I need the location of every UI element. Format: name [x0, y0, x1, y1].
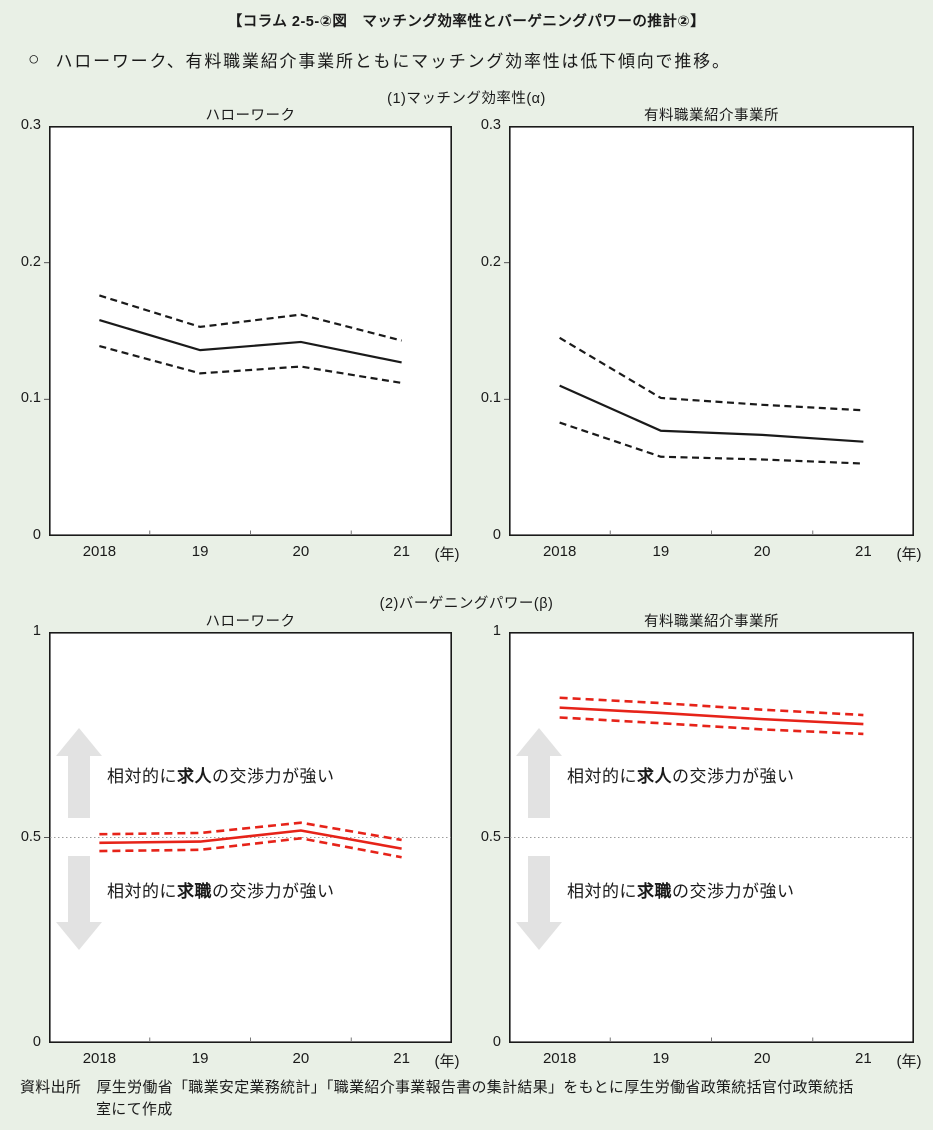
plot-area [504, 632, 914, 1043]
y-tick-label: 1 [32, 623, 41, 639]
arrow-up-icon [516, 728, 562, 818]
x-tick-label: 19 [191, 543, 209, 560]
y-tick-label: 0.5 [20, 828, 41, 845]
y-tick-label: 0 [32, 1034, 41, 1050]
x-tick-label: 19 [652, 1050, 670, 1067]
series-upper-dashed [99, 821, 402, 842]
x-tick-label: 20 [292, 1050, 310, 1067]
x-tick-label: 2018 [82, 543, 117, 560]
series-upper-dashed [559, 696, 864, 717]
series-upper-dashed [99, 294, 402, 342]
series-estimate-solid [559, 384, 864, 443]
arrow-down-icon [56, 856, 102, 950]
x-tick-label: 2018 [542, 543, 577, 560]
plot-area [44, 632, 452, 1043]
series-estimate-solid [559, 706, 864, 726]
plot-area [504, 126, 914, 536]
x-tick-label: 20 [292, 543, 310, 560]
y-tick-label: 0.2 [480, 253, 501, 270]
x-axis-unit-label: (年) [434, 546, 460, 563]
y-tick-label: 0.5 [480, 828, 501, 845]
series-upper-dashed [559, 336, 864, 412]
x-tick-label: 21 [393, 1050, 410, 1067]
circle-bullet-icon: ○ [28, 48, 40, 70]
x-tick-label: 19 [191, 1050, 209, 1067]
x-axis-unit-label: (年) [896, 546, 922, 563]
y-tick-label: 0.3 [20, 117, 41, 133]
x-tick-label: 19 [652, 543, 670, 560]
section-1-label: (1)マッチング効率性(α) [387, 91, 546, 107]
series-lower-dashed [559, 421, 864, 465]
x-tick-label: 20 [753, 543, 771, 560]
y-tick-label: 0.2 [20, 253, 41, 270]
x-tick-label: 21 [855, 543, 872, 560]
y-tick-label: 0.1 [20, 390, 41, 407]
source-note-line-1: 資料出所 厚生労働省「職業安定業務統計」「職業紹介事業報告書の集計結果」をもとに… [20, 1079, 854, 1096]
series-estimate-solid [99, 829, 402, 850]
series-lower-dashed [559, 716, 864, 736]
annotation-text: 相対的に求人の交渉力が強い [107, 767, 335, 786]
chart-title: ハローワーク [205, 108, 296, 124]
x-tick-label: 2018 [82, 1050, 117, 1067]
arrow-down-icon [516, 856, 562, 950]
chart-title: 有料職業紹介事業所 [644, 108, 779, 124]
x-axis-unit-label: (年) [896, 1053, 922, 1070]
series-estimate-solid [99, 319, 402, 364]
plot-frame [509, 126, 914, 536]
annotation-text: 相対的に求人の交渉力が強い [567, 767, 795, 786]
x-tick-label: 21 [393, 543, 410, 560]
y-tick-label: 0 [32, 527, 41, 543]
x-tick-label: 21 [855, 1050, 872, 1067]
arrow-up-icon [56, 728, 102, 818]
y-tick-label: 0 [492, 527, 501, 543]
y-tick-label: 0.1 [480, 390, 501, 407]
plot-area [44, 126, 452, 536]
y-tick-label: 0 [492, 1034, 501, 1050]
y-tick-label: 0.3 [480, 117, 501, 133]
x-axis-unit-label: (年) [434, 1053, 460, 1070]
summary-row: ○ ハローワーク、有料職業紹介事業所ともにマッチング効率性は低下傾向で推移。 [28, 47, 731, 72]
x-tick-label: 2018 [542, 1050, 577, 1067]
annotation-text: 相対的に求職の交渉力が強い [567, 882, 795, 901]
chart-title: ハローワーク [205, 614, 296, 630]
section-2-label: (2)バーゲニングパワー(β) [379, 596, 554, 612]
series-lower-dashed [99, 837, 402, 859]
figure-title: 【コラム 2-5-②図 マッチング効率性とバーゲニングパワーの推計②】 [227, 14, 706, 30]
summary-text: ハローワーク、有料職業紹介事業所ともにマッチング効率性は低下傾向で推移。 [55, 52, 731, 71]
plot-frame [49, 126, 452, 536]
series-lower-dashed [99, 344, 402, 385]
y-tick-label: 1 [492, 623, 501, 639]
annotation-text: 相対的に求職の交渉力が強い [107, 882, 335, 901]
x-tick-label: 20 [753, 1050, 771, 1067]
chart-title: 有料職業紹介事業所 [644, 614, 779, 630]
source-note-line-2: 室にて作成 [96, 1101, 173, 1118]
